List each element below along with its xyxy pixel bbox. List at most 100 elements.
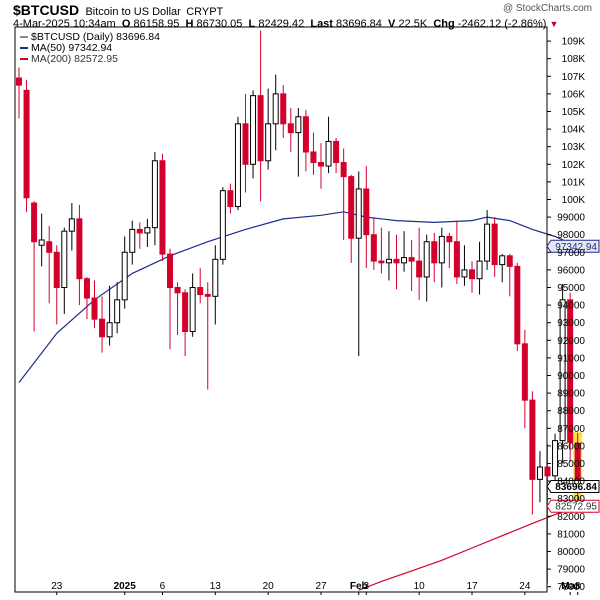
x-tick-label: 27: [315, 581, 327, 592]
y-tick-label: 83000: [557, 494, 585, 505]
candle-body-down: [99, 318, 106, 338]
candle-body-down: [31, 202, 38, 243]
legend-ma200: MA(200) 82572.95: [20, 53, 118, 65]
x-tick-label: 24: [519, 581, 531, 592]
price-tag-ma50: 97342.94: [546, 239, 600, 253]
candle: [53, 245, 60, 325]
y-tick-label: 106K: [562, 89, 586, 100]
legend-swatch-main: [20, 36, 28, 39]
candle: [280, 85, 287, 138]
low-label: L: [248, 18, 256, 30]
candle: [348, 174, 355, 263]
candle-body-down: [416, 260, 423, 278]
candle: [265, 88, 272, 170]
candle-body-down: [408, 257, 415, 262]
candle-body-up: [423, 241, 430, 278]
candle: [295, 107, 302, 177]
candle: [378, 227, 385, 274]
candle: [499, 254, 506, 283]
y-tick-label: 100K: [562, 195, 586, 206]
candle: [76, 204, 83, 306]
candle-body-up: [536, 466, 543, 480]
candle: [529, 391, 536, 515]
candle: [106, 285, 113, 346]
candle-body-down: [491, 223, 498, 266]
candle-body-down: [91, 297, 98, 320]
candle-body-up: [476, 260, 483, 280]
candle-body-up: [234, 123, 241, 208]
candle: [272, 74, 279, 151]
candle: [174, 282, 181, 336]
y-tick-label: 98000: [557, 230, 585, 241]
candle-body-up: [68, 218, 75, 232]
candle: [318, 143, 324, 189]
candle-body-down: [363, 188, 370, 236]
candle: [363, 166, 370, 269]
legend-ma200-text: MA(200) 82572.95: [31, 53, 118, 65]
candle: [552, 433, 559, 483]
y-tick-label: 92000: [557, 336, 585, 347]
candle: [559, 283, 566, 464]
y-tick-label: 87000: [557, 424, 585, 435]
candle: [469, 261, 475, 293]
candle-body-up: [401, 257, 408, 264]
candle: [484, 210, 491, 270]
x-tick-label: Mar: [561, 581, 579, 592]
candles: [16, 30, 583, 584]
watermark: @ StockCharts.com: [502, 3, 592, 14]
candle: [212, 245, 219, 325]
candle-body-down: [257, 95, 264, 162]
candle: [423, 234, 430, 302]
candle-body-up: [219, 190, 226, 260]
legend-ma50: MA(50) 97342.94: [20, 42, 112, 54]
candle-body-up: [325, 140, 332, 167]
y-tick-label: 103K: [562, 142, 586, 153]
x-tick-label: 20: [263, 581, 275, 592]
candle: [325, 116, 332, 174]
x-tick-label: 17: [466, 581, 478, 592]
candle-body-down: [76, 218, 83, 280]
x-tick-label: 23: [51, 581, 63, 592]
x-tick-label: 2025: [114, 581, 137, 592]
candle: [333, 137, 340, 174]
candle-body-down: [521, 343, 528, 401]
legend-main-text: $BTCUSD (Daily) 83696.84: [31, 31, 160, 43]
security-name: Bitcoin to US Dollar: [85, 6, 181, 18]
candle-body-down: [287, 123, 294, 134]
legend-ma50-text: MA(50) 97342.94: [31, 42, 113, 54]
candle-body-up: [106, 322, 113, 338]
candle-body-down: [167, 253, 173, 288]
y-tick-label: 96000: [557, 265, 585, 276]
candle: [151, 151, 158, 246]
y-tick-label: 99000: [557, 213, 585, 224]
candle: [114, 282, 121, 334]
plot-frame: [14, 26, 548, 593]
candle: [385, 231, 392, 281]
candle-body-up: [189, 286, 196, 333]
candle: [536, 451, 543, 503]
x-tick-label: 6: [160, 581, 166, 592]
candle: [302, 109, 309, 172]
candle-body-up: [250, 95, 257, 165]
x-tick-label: Feb: [350, 581, 368, 592]
candle: [227, 183, 234, 214]
candle-body-up: [559, 299, 566, 442]
candle-body-up: [265, 123, 272, 162]
candle: [287, 107, 294, 152]
price-tag-label: 97342.94: [555, 242, 597, 253]
candle-body-up: [272, 93, 279, 125]
candle: [129, 220, 136, 265]
candle: [408, 239, 415, 292]
legend-main: $BTCUSD (Daily) 83696.84: [20, 31, 160, 43]
candle: [68, 203, 75, 251]
candle: [234, 116, 241, 211]
candle: [461, 245, 468, 286]
candle-body-down: [83, 278, 90, 299]
candle-body-up: [484, 223, 491, 262]
candle-body-down: [446, 235, 453, 243]
candle-body-up: [151, 160, 158, 229]
candle-body-up: [438, 235, 445, 264]
y-tick-label: 93000: [557, 318, 585, 329]
ma200-line: [358, 505, 578, 591]
